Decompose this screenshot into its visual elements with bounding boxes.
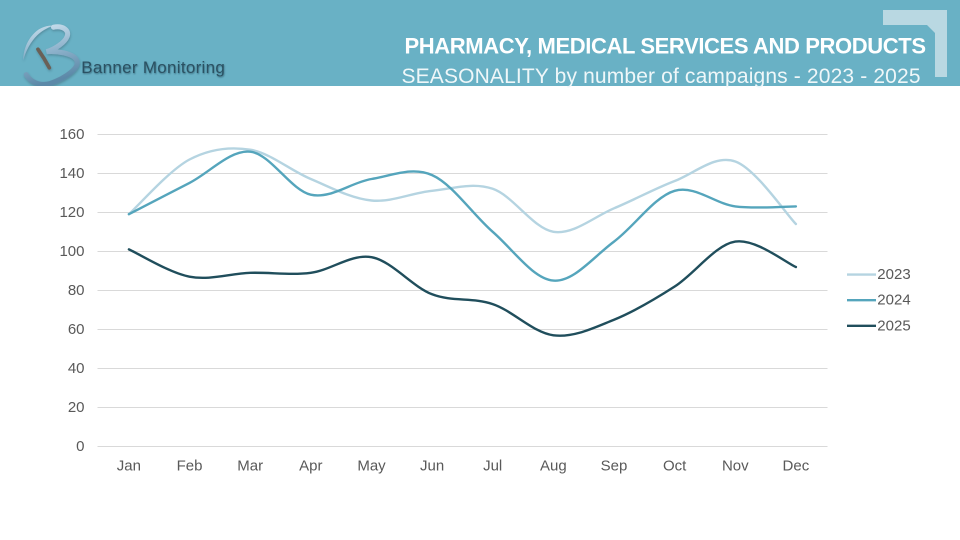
svg-text:140: 140 [59, 165, 84, 182]
svg-text:PHARMACY, MEDICAL SERVICES AND: PHARMACY, MEDICAL SERVICES AND PRODUCTS [405, 34, 927, 59]
svg-text:Oct: Oct [663, 457, 687, 474]
svg-text:2025: 2025 [877, 317, 910, 334]
svg-text:40: 40 [68, 360, 85, 377]
svg-text:Jul: Jul [483, 457, 502, 474]
svg-text:Dec: Dec [783, 457, 810, 474]
svg-text:120: 120 [59, 204, 84, 221]
svg-text:160: 160 [59, 126, 84, 143]
svg-text:Nov: Nov [722, 457, 749, 474]
svg-text:Jun: Jun [420, 457, 444, 474]
svg-text:Sep: Sep [601, 457, 628, 474]
svg-text:Jan: Jan [117, 457, 141, 474]
svg-text:Banner Monitoring: Banner Monitoring [81, 58, 225, 77]
svg-text:May: May [357, 457, 386, 474]
svg-text:2023: 2023 [877, 266, 910, 283]
svg-text:Apr: Apr [299, 457, 322, 474]
svg-text:0: 0 [76, 438, 84, 455]
svg-text:20: 20 [68, 399, 85, 416]
svg-text:Feb: Feb [177, 457, 203, 474]
svg-text:2024: 2024 [877, 292, 910, 309]
svg-text:100: 100 [59, 243, 84, 260]
svg-text:60: 60 [68, 321, 85, 338]
svg-text:Mar: Mar [237, 457, 263, 474]
svg-text:SEASONALITY by number of campa: SEASONALITY by number of campaigns - 202… [402, 65, 921, 88]
svg-text:Aug: Aug [540, 457, 567, 474]
svg-text:80: 80 [68, 282, 85, 299]
